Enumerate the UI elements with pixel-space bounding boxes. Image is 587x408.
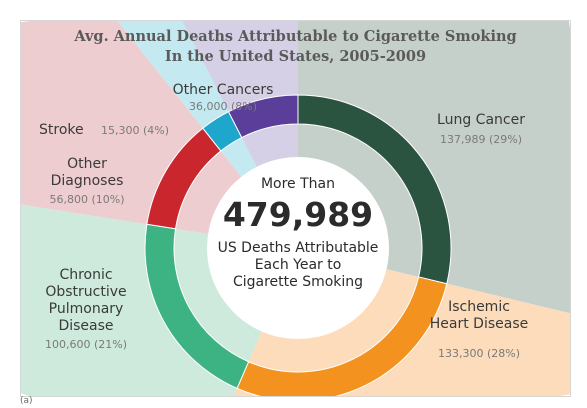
chart-title: Avg. Annual Deaths Attributable to Cigar… bbox=[21, 27, 570, 67]
center-total: 479,989 bbox=[223, 195, 373, 234]
slice-value-5: 36,000 (8%) bbox=[189, 100, 257, 113]
panel-5 bbox=[182, 21, 298, 248]
slice-label-2-line-2: Pulmonary bbox=[49, 301, 124, 317]
footnote: (a) bbox=[20, 396, 33, 406]
slice-value-3: 56,800 (10%) bbox=[49, 193, 124, 206]
slice-label-2-line-1: Obstructive bbox=[45, 284, 126, 300]
label-stroke: Stroke 15,300 (4%) bbox=[39, 122, 169, 138]
donut-center bbox=[207, 157, 389, 339]
label-other-cancers: Other Cancers 36,000 (8%) bbox=[173, 82, 274, 113]
center-line5: Cigarette Smoking bbox=[233, 274, 363, 290]
slice-value-1: 133,300 (28%) bbox=[438, 347, 520, 360]
center-line4: Each Year to bbox=[255, 257, 342, 273]
slice-label-0-line-0: Lung Cancer bbox=[437, 112, 525, 128]
center-line1: More Than bbox=[261, 176, 335, 192]
slice-label-1-line-1: Heart Disease bbox=[430, 316, 528, 332]
center-line3: US Deaths Attributable bbox=[218, 240, 379, 256]
slice-value-4: 15,300 (4%) bbox=[101, 124, 169, 137]
slice-label-4-line-0: Stroke bbox=[39, 122, 84, 138]
slice-label-5-line-0: Other Cancers bbox=[173, 82, 274, 98]
slice-value-0: 137,989 (29%) bbox=[440, 133, 522, 146]
chart-frame: Lung Cancer 137,989 (29%) Ischemic Heart Di… bbox=[20, 20, 571, 397]
slice-label-2-line-3: Disease bbox=[58, 318, 113, 334]
chart-title-line-1: Avg. Annual Deaths Attributable to Cigar… bbox=[74, 28, 517, 45]
slice-label-2-line-0: Chronic bbox=[59, 267, 112, 283]
slice-label-1-line-0: Ischemic bbox=[448, 299, 510, 315]
slice-value-2: 100,600 (21%) bbox=[45, 338, 127, 351]
label-lung-cancer: Lung Cancer 137,989 (29%) bbox=[437, 112, 525, 146]
chart-title-line-2: In the United States, 2005-2009 bbox=[164, 48, 427, 65]
slice-label-3-line-0: Other bbox=[67, 156, 107, 172]
slice-other-cancers bbox=[227, 94, 299, 139]
panel-4 bbox=[117, 21, 298, 248]
slice-label-3-line-1: Diagnoses bbox=[51, 173, 124, 189]
